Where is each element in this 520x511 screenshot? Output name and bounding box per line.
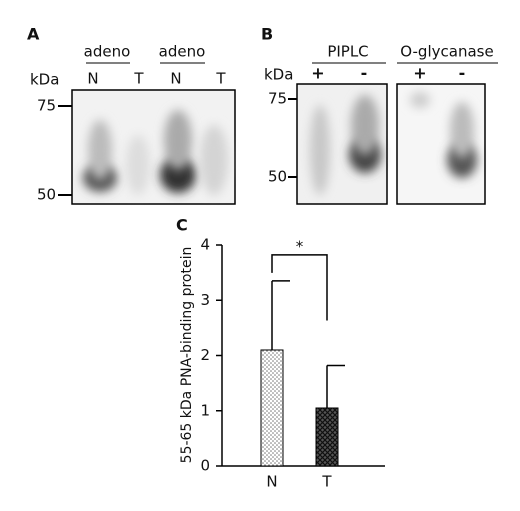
bar	[315, 407, 339, 467]
blot	[71, 89, 236, 205]
marker-label: 75	[268, 90, 287, 108]
blot	[296, 83, 388, 205]
unit-label: kDa	[264, 66, 293, 84]
lane-label: -	[361, 64, 368, 83]
x-tick-label: T	[321, 473, 332, 491]
lane-label: N	[87, 70, 98, 88]
bar-chart: 0 1 2 3 4 N T *	[200, 236, 385, 491]
significance-bracket	[271, 254, 328, 321]
marker-label: 50	[268, 168, 287, 186]
panel-label: C	[176, 216, 188, 235]
lane-label: T	[215, 70, 226, 88]
unit-label: kDa	[30, 71, 59, 89]
y-tick-label: 1	[200, 401, 210, 419]
lane-label: N	[170, 70, 181, 88]
marker-label: 75	[37, 97, 56, 115]
y-axis-label: 55-65 kDa PNA-binding protein	[179, 247, 195, 464]
y-tick-label: 4	[200, 236, 210, 254]
lane-label: -	[459, 64, 466, 83]
lane-label: +	[311, 64, 324, 83]
group-label: adeno	[84, 43, 131, 61]
panel-label: B	[261, 25, 273, 44]
y-tick-label: 2	[200, 346, 210, 364]
blot	[396, 83, 486, 205]
y-tick-label: 0	[200, 457, 210, 475]
panel-label: A	[27, 25, 40, 44]
bar	[260, 349, 284, 467]
lane-label: +	[413, 64, 426, 83]
group-label: PIPLC	[327, 43, 368, 61]
significance-label: *	[296, 237, 304, 255]
y-tick-label: 3	[200, 291, 210, 309]
group-label: O-glycanase	[400, 43, 493, 61]
x-tick-label: N	[266, 473, 277, 491]
marker-label: 50	[37, 186, 56, 204]
lane-label: T	[133, 70, 144, 88]
group-label: adeno	[159, 43, 206, 61]
